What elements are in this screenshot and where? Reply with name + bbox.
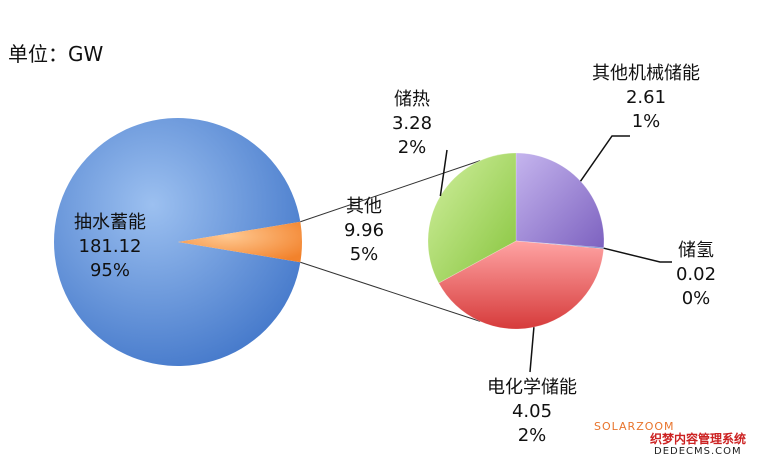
slice-label-value: 2.61	[626, 87, 666, 108]
slice-label-name: 其他	[346, 196, 382, 217]
leader-line-detail-0	[579, 135, 630, 182]
detail-pie	[427, 152, 605, 330]
slice-label-value: 3.28	[392, 113, 432, 134]
watermark-solarzoom: SOLARZOOM	[594, 420, 675, 433]
pie-slice-main-1	[178, 221, 302, 263]
leader-lines	[439, 135, 672, 373]
slice-label-percent: 2%	[398, 137, 427, 158]
leader-line-detail-1	[603, 247, 672, 263]
slice-label-percent: 0%	[682, 288, 711, 309]
watermark-cms-en: DEDECMS.COM	[654, 446, 742, 457]
slice-label-value: 9.96	[344, 220, 384, 241]
slice-label-value: 181.12	[79, 236, 142, 257]
slice-label-percent: 95%	[90, 260, 130, 281]
slice-label-percent: 2%	[518, 425, 547, 446]
slice-label-name: 抽水蓄能	[74, 212, 146, 233]
slice-label-name: 其他机械储能	[592, 63, 700, 84]
slice-label-detail-1: 储氢 0.02 0%	[676, 240, 716, 309]
slice-label-value: 4.05	[512, 401, 552, 422]
slice-label-name: 储热	[394, 89, 430, 110]
slice-label-main-0: 抽水蓄能 181.12 95%	[74, 212, 146, 281]
slice-label-detail-0: 其他机械储能 2.61 1%	[592, 63, 700, 132]
connector-lines	[300, 160, 481, 322]
connector-line-top	[300, 160, 481, 223]
slice-labels: 抽水蓄能 181.12 95% 其他 9.96 5% 其他机械储能 2.61 1% 储氢 0.02 0…	[74, 63, 716, 446]
unit-label: 单位：GW	[8, 42, 104, 66]
slice-label-percent: 1%	[632, 111, 661, 132]
slice-label-value: 0.02	[676, 264, 716, 285]
slice-label-name: 储氢	[678, 240, 714, 261]
pie-slice-detail-2	[438, 240, 604, 330]
main-pie	[53, 117, 302, 367]
slice-label-name: 电化学储能	[487, 377, 577, 398]
connector-line-bottom	[300, 261, 481, 322]
pie-slice-main-0	[53, 117, 301, 367]
leader-line-detail-3	[439, 149, 448, 197]
leader-line-detail-2	[529, 327, 535, 373]
watermark-cms-cn: 织梦内容管理系统	[650, 432, 747, 446]
slice-label-main-1: 其他 9.96 5%	[344, 196, 384, 265]
pie-slice-detail-0	[515, 152, 605, 248]
slice-label-percent: 5%	[350, 244, 379, 265]
slice-label-detail-3: 储热 3.28 2%	[392, 89, 432, 158]
slice-label-detail-2: 电化学储能 4.05 2%	[487, 377, 577, 446]
